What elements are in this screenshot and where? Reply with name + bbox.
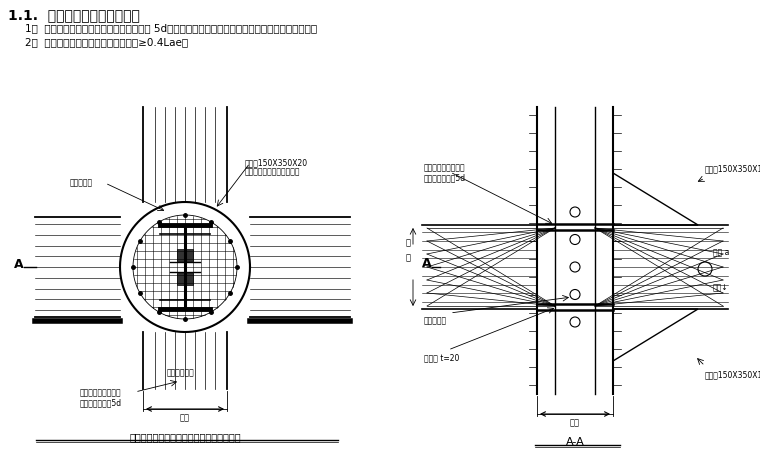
Text: 梁宽: 梁宽 xyxy=(570,417,580,426)
Text: 焊接长度不小于5d: 焊接长度不小于5d xyxy=(424,173,466,182)
Text: 加劲肋 t=20: 加劲肋 t=20 xyxy=(424,352,459,361)
Text: 焊接长度不小于5d: 焊接长度不小于5d xyxy=(80,397,122,406)
Text: A: A xyxy=(14,258,24,271)
Text: A-A: A-A xyxy=(565,436,584,446)
Text: 非转换层型钢圆柱与钢筋混凝土梁节点详图: 非转换层型钢圆柱与钢筋混凝土梁节点详图 xyxy=(129,431,241,441)
Text: 柱纵筋穿孔: 柱纵筋穿孔 xyxy=(70,178,93,187)
Text: 钢牛腿150X350X18: 钢牛腿150X350X18 xyxy=(705,164,760,173)
Text: 设置竖宽度、竖成封闭位置: 设置竖宽度、竖成封闭位置 xyxy=(245,167,300,176)
Text: 双面焊接于钢牛腿上: 双面焊接于钢牛腿上 xyxy=(424,163,466,172)
Text: 钢牛腿150X350X20: 钢牛腿150X350X20 xyxy=(245,158,308,167)
Text: 型钢钢柱腹板: 型钢钢柱腹板 xyxy=(166,367,194,376)
Text: 梁宽: 梁宽 xyxy=(180,412,190,421)
FancyBboxPatch shape xyxy=(177,249,193,261)
Text: 钢牛腿150X350X18: 钢牛腿150X350X18 xyxy=(705,369,760,378)
Text: 2）  梁纵筋弯锚，满足水平段锚固长度≥0.4Lae。: 2） 梁纵筋弯锚，满足水平段锚固长度≥0.4Lae。 xyxy=(25,37,188,47)
Text: 余间↓: 余间↓ xyxy=(713,282,729,291)
Text: 梁: 梁 xyxy=(406,238,410,247)
Text: A: A xyxy=(422,257,432,270)
Text: 余间 a: 余间 a xyxy=(713,248,730,257)
Text: 1.1.  梁纵筋与型钢柱连接方法: 1.1. 梁纵筋与型钢柱连接方法 xyxy=(8,8,140,22)
FancyBboxPatch shape xyxy=(177,273,193,286)
Text: 双面焊焊于钢牛腿上: 双面焊焊于钢牛腿上 xyxy=(80,387,122,396)
Text: 栓基基穿孔: 栓基基穿孔 xyxy=(424,315,447,324)
Text: 1）  梁纵筋焊于钢牛腿、加劲肋上，双面焊 5d；当有双排筋时，第二排筋焊于钢牛腿或加劲肋下侧；: 1） 梁纵筋焊于钢牛腿、加劲肋上，双面焊 5d；当有双排筋时，第二排筋焊于钢牛腿… xyxy=(25,23,317,33)
Text: 高: 高 xyxy=(406,252,410,261)
